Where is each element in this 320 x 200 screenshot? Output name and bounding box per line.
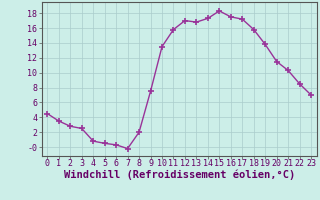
X-axis label: Windchill (Refroidissement éolien,°C): Windchill (Refroidissement éolien,°C): [64, 169, 295, 180]
